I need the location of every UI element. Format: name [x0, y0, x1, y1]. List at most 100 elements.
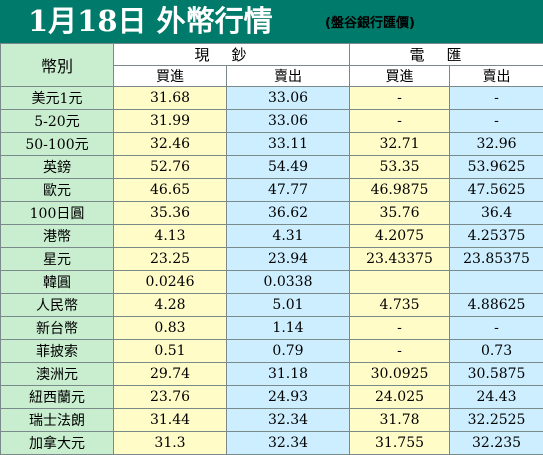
cash-buy-rate: 52.76: [114, 156, 227, 179]
currency-name: 美元1元: [1, 87, 114, 110]
wire-buy-rate: -: [350, 317, 450, 340]
cash-buy-rate: 4.13: [114, 225, 227, 248]
cash-sell-rate: 33.06: [227, 110, 350, 133]
currency-name: 星元: [1, 248, 114, 271]
currency-name: 港幣: [1, 225, 114, 248]
cash-buy-rate: 29.74: [114, 363, 227, 386]
currency-name: 紐西蘭元: [1, 386, 114, 409]
cash-sell-rate: 24.93: [227, 386, 350, 409]
wire-buy-rate: 24.025: [350, 386, 450, 409]
cash-sell-rate: 32.34: [227, 432, 350, 455]
currency-name: 瑞士法朗: [1, 409, 114, 432]
wire-sell-rate: 0.73: [450, 340, 543, 363]
cash-sell-rate: 47.77: [227, 179, 350, 202]
wire-sell-rate: 30.5875: [450, 363, 543, 386]
wire-buy-rate: 23.43375: [350, 248, 450, 271]
wire-sell-rate: -: [450, 110, 543, 133]
currency-name: 新台幣: [1, 317, 114, 340]
wire-sell-rate: 32.96: [450, 133, 543, 156]
cash-buy-rate: 32.46: [114, 133, 227, 156]
cash-sell-rate: 5.01: [227, 294, 350, 317]
bank-source-label: (盤谷銀行匯價): [325, 12, 415, 31]
currency-name: 5-20元: [1, 110, 114, 133]
cash-sell-rate: 0.79: [227, 340, 350, 363]
cash-sell-rate: 23.94: [227, 248, 350, 271]
wire-buy-rate: 30.0925: [350, 363, 450, 386]
currency-name: 50-100元: [1, 133, 114, 156]
cash-buy-header: 買進: [114, 66, 227, 87]
cash-buy-rate: 0.0246: [114, 271, 227, 294]
wire-sell-rate: 53.9625: [450, 156, 543, 179]
currency-name: 澳洲元: [1, 363, 114, 386]
wire-buy-rate: [350, 271, 450, 294]
cash-sell-rate: 0.0338: [227, 271, 350, 294]
wire-sell-rate: 32.2525: [450, 409, 543, 432]
currency-name: 人民幣: [1, 294, 114, 317]
title-bar: 1月18日 外幣行情 (盤谷銀行匯價): [0, 0, 543, 43]
wire-sell-rate: 32.235: [450, 432, 543, 455]
wire-buy-rate: 32.71: [350, 133, 450, 156]
wire-buy-rate: -: [350, 87, 450, 110]
currency-name: 韓圓: [1, 271, 114, 294]
cash-sell-rate: 33.11: [227, 133, 350, 156]
cash-buy-rate: 31.99: [114, 110, 227, 133]
wire-buy-rate: 31.755: [350, 432, 450, 455]
cash-buy-rate: 23.76: [114, 386, 227, 409]
cash-sell-rate: 54.49: [227, 156, 350, 179]
currency-name: 100日圓: [1, 202, 114, 225]
cash-buy-rate: 23.25: [114, 248, 227, 271]
wire-sell-rate: -: [450, 317, 543, 340]
rate-board: 1月18日 外幣行情 (盤谷銀行匯價) 幣別 現鈔 電匯 買進 賣出 買進 賣出…: [0, 0, 543, 444]
currency-name: 歐元: [1, 179, 114, 202]
wire-sell-rate: 24.43: [450, 386, 543, 409]
wire-buy-rate: 4.735: [350, 294, 450, 317]
cash-buy-rate: 4.28: [114, 294, 227, 317]
wire-buy-rate: -: [350, 340, 450, 363]
cash-buy-rate: 0.83: [114, 317, 227, 340]
currency-column-header: 幣別: [1, 44, 114, 87]
cash-buy-rate: 0.51: [114, 340, 227, 363]
wire-buy-header: 買進: [350, 66, 450, 87]
wire-sell-rate: [450, 271, 543, 294]
cash-buy-rate: 46.65: [114, 179, 227, 202]
cash-buy-rate: 31.68: [114, 87, 227, 110]
cash-sell-rate: 32.34: [227, 409, 350, 432]
currency-name: 加拿大元: [1, 432, 114, 455]
wire-sell-rate: -: [450, 87, 543, 110]
wire-buy-rate: -: [350, 110, 450, 133]
cash-sell-rate: 1.14: [227, 317, 350, 340]
wire-sell-header: 賣出: [450, 66, 543, 87]
cash-sell-header: 賣出: [227, 66, 350, 87]
wire-sell-rate: 47.5625: [450, 179, 543, 202]
wire-sell-rate: 23.85375: [450, 248, 543, 271]
cash-sell-rate: 4.31: [227, 225, 350, 248]
wire-buy-rate: 35.76: [350, 202, 450, 225]
cash-sell-rate: 31.18: [227, 363, 350, 386]
currency-name: 菲披索: [1, 340, 114, 363]
wire-sell-rate: 4.88625: [450, 294, 543, 317]
wire-buy-rate: 4.2075: [350, 225, 450, 248]
wire-sell-rate: 36.4: [450, 202, 543, 225]
cash-buy-rate: 31.44: [114, 409, 227, 432]
cash-buy-rate: 31.3: [114, 432, 227, 455]
cash-sell-rate: 33.06: [227, 87, 350, 110]
wire-buy-rate: 53.35: [350, 156, 450, 179]
cash-sell-rate: 36.62: [227, 202, 350, 225]
cash-buy-rate: 35.36: [114, 202, 227, 225]
currency-name: 英鎊: [1, 156, 114, 179]
